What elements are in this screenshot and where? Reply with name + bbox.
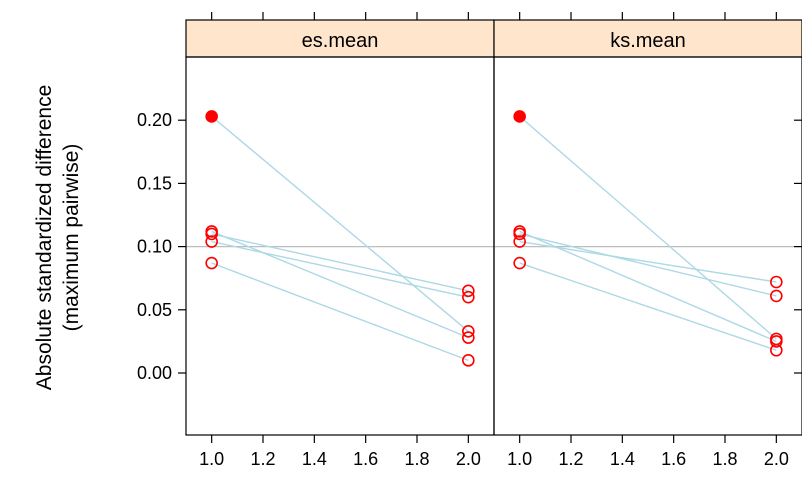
series-line [211, 262, 469, 362]
x-tick-label: 1.2 [558, 449, 583, 469]
data-point [513, 110, 526, 123]
x-tick-label: 1.8 [712, 449, 737, 469]
series-line [519, 233, 777, 297]
data-point [205, 256, 218, 270]
x-tick-label: 1.0 [199, 449, 224, 469]
y-tick-label: 0.05 [137, 300, 172, 320]
panels: es.mean ks.mean [185, 19, 802, 436]
panel-es-mean: es.mean [185, 19, 495, 436]
series-line [519, 115, 777, 340]
y-axis-title: Absolute standardized difference (maximum… [33, 85, 83, 390]
series-line [211, 230, 469, 339]
top-ticks [211, 12, 777, 20]
panel-ks-mean: ks.mean [493, 19, 802, 436]
x-tick-label: 2.0 [764, 449, 789, 469]
x-tick-label: 1.6 [661, 449, 686, 469]
x-tick-label: 2.0 [456, 449, 481, 469]
y-tick-label: 0.10 [137, 237, 172, 257]
x-tick-label: 1.4 [302, 449, 327, 469]
data-point [770, 275, 783, 289]
data-point [770, 343, 783, 357]
y-tick-label: 0.20 [137, 110, 172, 130]
data-point [205, 235, 218, 248]
strip-label: ks.mean [610, 30, 686, 52]
data-point [513, 256, 526, 270]
y-axis-title-line-1: Absolute standardized difference [33, 85, 56, 390]
x-tick-label: 1.4 [610, 449, 635, 469]
strip-background [185, 19, 495, 58]
data-point [462, 331, 475, 344]
y-tick-label: 0.00 [137, 363, 172, 383]
y-tick-label: 0.15 [137, 173, 172, 193]
series-line [519, 230, 777, 343]
series-line [211, 115, 469, 332]
y-axis: 0.00 0.05 0.10 0.15 0.20 [137, 110, 186, 383]
panel-border [493, 56, 802, 436]
strip-background [493, 19, 802, 58]
strip-label: es.mean [302, 30, 379, 52]
data-point [205, 227, 218, 241]
data-point [462, 290, 475, 304]
data-point [205, 110, 218, 123]
x-tick-label: 1.6 [353, 449, 378, 469]
data-point [462, 324, 475, 338]
x-axis: 1.0 1.2 1.4 1.6 1.8 2.0 1.0 1.2 1.4 1.6 1.8 2.0 [199, 435, 789, 469]
right-ticks [794, 119, 802, 374]
x-tick-label: 1.8 [404, 449, 429, 469]
data-point [462, 354, 475, 367]
data-point [513, 235, 526, 248]
data-point [770, 289, 783, 303]
series-line [519, 262, 777, 351]
x-tick-label: 1.2 [250, 449, 275, 469]
series-line [211, 233, 469, 292]
data-point [770, 335, 783, 348]
data-point [462, 284, 475, 298]
y-axis-title-line-2: (maximum pairwise) [60, 144, 83, 332]
x-tick-label: 1.0 [507, 449, 532, 469]
data-point [513, 227, 526, 241]
series-line [519, 240, 777, 283]
series-line [211, 240, 469, 298]
